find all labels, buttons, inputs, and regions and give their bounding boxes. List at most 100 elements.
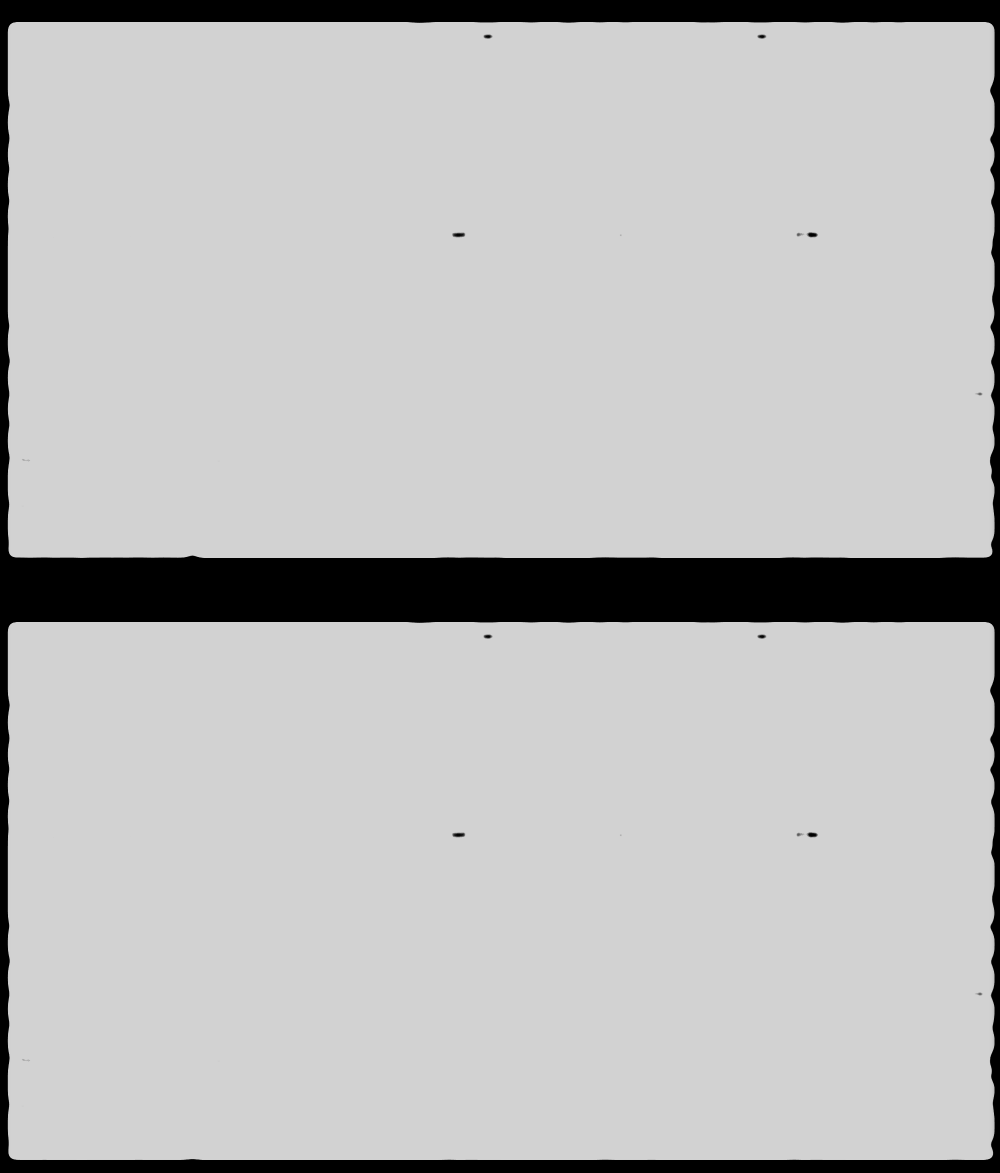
cell-value: 1,824.2 bbox=[781, 888, 848, 910]
cell-value: 10,944.7 bbox=[770, 729, 848, 751]
table-row: Other, net 24.1 8.3 61.2 44.8 bbox=[8, 315, 1000, 339]
row-label: Cost of sales bbox=[12, 759, 137, 781]
row-label: Expenses bbox=[12, 951, 106, 973]
table-rows: Net revenues 3,748.2 412.5 10,944.7 9,618.3 C… bbox=[8, 622, 1000, 1160]
cell-value: 6,418.3 bbox=[436, 1134, 503, 1156]
cell-value: 1,635.8 bbox=[436, 191, 503, 213]
table-row: Interest income, net 648.3 109.6 1,824.2 1,2… bbox=[8, 887, 1000, 911]
cell-value: 3,748.2 bbox=[436, 729, 503, 751]
cell-value: 24.1 bbox=[464, 916, 503, 938]
cell-value: 265.3 bbox=[797, 351, 848, 373]
cell-value: 648.3 bbox=[452, 288, 503, 310]
year-header: 2024 bbox=[462, 80, 503, 100]
year-header-row: 2024 2023 2024 2023 bbox=[8, 78, 1000, 102]
table-row: Total operating expenses $ 987.5 $ 84.2 $ 2… bbox=[8, 223, 1000, 256]
row-label: Net income per share bbox=[12, 1046, 246, 1072]
cell-value: 2,112.4 bbox=[437, 759, 503, 781]
column-group-date-left: December 31, bbox=[461, 649, 579, 669]
cell-value: 1,635.8 bbox=[436, 791, 503, 813]
year-header: 2024 bbox=[807, 80, 848, 100]
table-row: Income before income taxes 581.4 105.5 1,62… bbox=[8, 983, 1000, 1007]
cell-value: 44.8 bbox=[969, 316, 1000, 338]
cell-value: 6,385.2 bbox=[591, 496, 658, 518]
cell-value: 2,112.4 bbox=[437, 159, 503, 181]
cell-value: $ 2,890.4 bbox=[658, 223, 848, 256]
table-row: Shares outstanding 6,418.3 6,390.1 6,418.3 6… bbox=[8, 533, 1000, 557]
cell-value: 6,230.1 bbox=[781, 159, 848, 181]
column-group-date-left: December 31, bbox=[461, 49, 579, 69]
cell-value: 4,714.6 bbox=[781, 791, 848, 813]
cell-value: 218.7 bbox=[607, 759, 658, 781]
cell-value: 128.6 bbox=[452, 414, 503, 436]
table-row: Income taxes 128.6 23.2 356.4 241.2 bbox=[8, 413, 1000, 437]
cell-value: 6,377.9 bbox=[941, 1096, 1000, 1118]
cell-value: 10,944.7 bbox=[770, 129, 848, 151]
year-header-row: 2024 2023 2024 2023 bbox=[8, 678, 1000, 702]
cell-value: 241.2 bbox=[957, 414, 1000, 436]
table-row: Net revenues 3,748.2 412.5 10,944.7 9,618.3 bbox=[8, 728, 1000, 752]
cell-value: 1,262.4 bbox=[941, 888, 1000, 910]
cell-value: 6,377.9 bbox=[941, 496, 1000, 518]
column-group-three-months: Three Months Ended bbox=[411, 24, 629, 49]
table-row: Gross profit 1,635.8 193.8 4,714.6 3,773.4 bbox=[8, 790, 1000, 814]
row-label: Other, net bbox=[12, 316, 106, 338]
table-row: Weighted average shares 6,412.8 6,385.2 6,4… bbox=[8, 1095, 1000, 1119]
cell-value: 581.4 bbox=[452, 984, 503, 1006]
cell-value: 24.1 bbox=[464, 316, 503, 338]
row-label: Interest income, net bbox=[36, 288, 225, 310]
cell-value: 6,412.8 bbox=[436, 1096, 503, 1118]
cell-value: 23.2 bbox=[619, 414, 658, 436]
cell-value: 4,714.6 bbox=[781, 191, 848, 213]
cell-value: 23.2 bbox=[619, 1014, 658, 1036]
table-row: Gross profit 1,635.8 193.8 4,714.6 3,773.4 bbox=[8, 190, 1000, 214]
cell-value: 193.8 bbox=[607, 791, 658, 813]
cell-value: 265.3 bbox=[797, 951, 848, 973]
cell-value: 1,824.2 bbox=[781, 288, 848, 310]
cell-value: 8.3 bbox=[630, 316, 658, 338]
table-row: Net revenues 3,748.2 412.5 10,944.7 9,618.3 bbox=[8, 128, 1000, 152]
cell-value: 1,620.1 bbox=[781, 384, 848, 406]
row-label: Shares outstanding bbox=[12, 1134, 199, 1156]
cell-value: 210.7 bbox=[957, 351, 1000, 373]
cell-value: 109.6 bbox=[607, 888, 658, 910]
cell-value: $ 0.01 bbox=[503, 447, 658, 480]
column-group-nine-months: Nine Months Ended bbox=[697, 24, 903, 49]
column-group-nine-months: Nine Months Ended bbox=[697, 624, 903, 649]
table-rows: Net revenues 3,748.2 412.5 10,944.7 9,618.3 C… bbox=[8, 22, 1000, 558]
column-group-three-months: Three Months Ended bbox=[411, 624, 629, 649]
cell-value: 6,412.8 bbox=[436, 496, 503, 518]
cell-value: 3,773.4 bbox=[941, 191, 1000, 213]
row-label: Other, net bbox=[12, 916, 106, 938]
year-header: 2024 bbox=[462, 680, 503, 700]
cell-value: 3,748.2 bbox=[436, 129, 503, 151]
cell-value: 5,844.9 bbox=[941, 759, 1000, 781]
table-row: Cost of sales 2,112.4 218.7 6,230.1 5,844.9 bbox=[8, 758, 1000, 782]
cell-value: $ 84.2 bbox=[503, 223, 658, 256]
cell-value: 109.6 bbox=[607, 288, 658, 310]
year-header: 2023 bbox=[617, 680, 658, 700]
cell-value: 128.6 bbox=[452, 1014, 503, 1036]
cell-value: $ 0.21 bbox=[658, 447, 848, 480]
cell-value: 105.5 bbox=[607, 984, 658, 1006]
year-header: 2023 bbox=[967, 680, 1000, 700]
row-label: Income taxes bbox=[12, 1014, 139, 1036]
row-label: Weighted average shares bbox=[12, 1096, 253, 1118]
cell-value: 8.3 bbox=[630, 916, 658, 938]
section-title: Results of Operations: bbox=[12, 695, 238, 718]
cell-value: 105.5 bbox=[607, 384, 658, 406]
cell-value: $ 0.01 bbox=[503, 1047, 658, 1080]
row-label: Total operating expenses bbox=[12, 822, 288, 848]
cell-value: 44.8 bbox=[969, 916, 1000, 938]
row-label: Expenses bbox=[12, 351, 106, 373]
cell-value: $ 2,511.0 bbox=[848, 823, 1000, 856]
section-title: Results of Operations: bbox=[12, 95, 238, 118]
row-label: Gross profit bbox=[12, 191, 127, 213]
row-label: Income before income taxes bbox=[12, 984, 281, 1006]
table-row: Interest income, net 648.3 109.6 1,824.2 1,2… bbox=[8, 287, 1000, 311]
cell-value: 412.5 bbox=[607, 729, 658, 751]
cell-value: 12.4 bbox=[619, 351, 658, 373]
cell-value: 91.0 bbox=[464, 951, 503, 973]
row-label: Gross profit bbox=[12, 791, 127, 813]
cell-value: 5,844.9 bbox=[941, 159, 1000, 181]
